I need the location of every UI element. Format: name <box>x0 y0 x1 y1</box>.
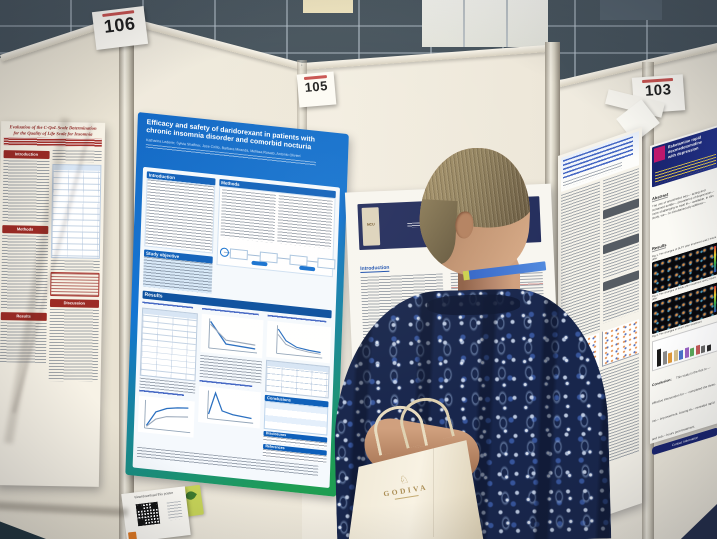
qr-finder <box>136 504 143 511</box>
section-header: Introduction <box>360 264 390 274</box>
text-block <box>2 160 50 223</box>
text-block <box>200 354 263 384</box>
summary-table <box>265 359 330 399</box>
highlight-callout <box>49 271 100 297</box>
bag-fold-line <box>432 444 434 537</box>
bar <box>662 350 667 366</box>
line-chart-curves <box>266 320 332 364</box>
bar <box>673 349 678 362</box>
text-block <box>48 308 99 382</box>
conclusion-heading: Conclusion: <box>652 377 672 388</box>
bar <box>706 344 711 352</box>
bar <box>668 352 672 364</box>
colorbar <box>714 245 716 273</box>
bar <box>657 348 661 367</box>
red-poster: Evaluation of the C-QoL Scale Determinat… <box>0 117 106 487</box>
dim-window-panel <box>600 0 662 20</box>
randomization-circle <box>219 247 229 258</box>
text-block <box>277 195 333 249</box>
bar <box>690 347 694 357</box>
line-chart-rising <box>137 395 196 438</box>
treatment-pill <box>251 260 268 267</box>
attendee-ear <box>454 211 474 239</box>
bar <box>695 344 700 356</box>
bar <box>679 349 683 361</box>
warm-light-panel <box>303 0 353 13</box>
section-header: Discussion <box>49 298 100 308</box>
poster-body: Introduction Study objective Methods <box>132 166 340 489</box>
university-logo: NCU <box>361 207 381 246</box>
bar <box>701 345 705 354</box>
treatment-pill <box>299 265 316 272</box>
poster-number-card-106: 106 <box>91 5 149 51</box>
lit-window-panel <box>422 0 548 47</box>
lanyard-clip <box>462 270 470 281</box>
line-chart-spike <box>198 385 262 429</box>
fine-print <box>166 500 183 521</box>
card-number: 105 <box>304 78 329 95</box>
sponsor-logo-square <box>127 531 137 539</box>
timeline-box <box>289 254 308 267</box>
line-chart-decline <box>200 313 264 359</box>
attendee-head <box>416 145 534 279</box>
daridorexant-poster: Efficacy and safety of daridorexant in p… <box>125 112 349 497</box>
shirt-collar <box>426 293 521 317</box>
qr-info-card: View/download this poster <box>121 486 191 539</box>
timeline-box <box>229 248 248 261</box>
section-header: Introduction <box>3 150 50 159</box>
magenta-accent-block <box>654 145 665 163</box>
qr-finder <box>138 519 145 526</box>
poster-number-card-105: 105 <box>296 71 337 108</box>
text-block <box>220 189 276 243</box>
text-block <box>142 256 213 294</box>
qr-code <box>135 501 161 527</box>
text-block <box>144 178 216 254</box>
qr-finder <box>151 502 158 509</box>
results-table <box>139 307 199 382</box>
timeline-box <box>317 257 336 270</box>
esketamine-poster: Esketamine rapid dexmedetomidine with de… <box>650 124 717 456</box>
card-number: 106 <box>102 13 137 37</box>
text-block <box>50 259 100 271</box>
conclusions-box <box>263 400 329 436</box>
colorbar <box>714 285 716 313</box>
bar <box>684 347 689 359</box>
